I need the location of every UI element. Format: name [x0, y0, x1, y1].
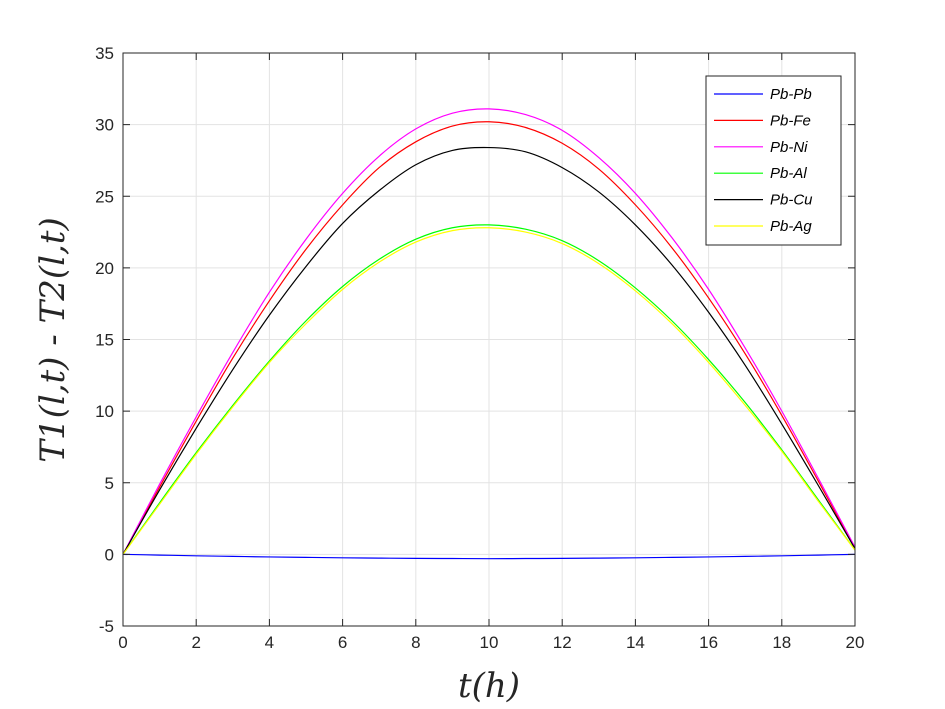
x-tick-label: 16 [699, 633, 718, 652]
series-line-pb-cu [122, 146, 856, 555]
x-tick-label: 14 [626, 633, 645, 652]
axis-ticks [122, 52, 856, 627]
legend-label-pb-al: Pb-Al [770, 165, 807, 182]
series-line-pb-ni [122, 108, 856, 555]
legend-label-pb-pb: Pb-Pb [770, 86, 812, 103]
legend-label-pb-ag: Pb-Ag [770, 218, 812, 235]
series-layer [122, 108, 856, 560]
x-tick-label: 12 [553, 633, 572, 652]
x-tick-label: 6 [338, 633, 347, 652]
x-tick-label: 2 [191, 633, 200, 652]
y-tick-label: 35 [95, 44, 114, 63]
legend-label-pb-fe: Pb-Fe [770, 112, 811, 129]
x-tick-label: 8 [411, 633, 420, 652]
series-line-pb-pb [122, 553, 856, 560]
series-line-pb-al [122, 224, 856, 555]
x-tick-label: 0 [118, 633, 127, 652]
x-axis-title: t(h) [458, 666, 520, 706]
legend-label-pb-ni: Pb-Ni [770, 139, 808, 156]
y-tick-label: 10 [95, 402, 114, 421]
legend-box [705, 75, 842, 246]
y-tick-label: 15 [95, 331, 114, 350]
y-tick-label: -5 [99, 617, 114, 636]
legend: Pb-Pb Pb-Fe Pb-Ni Pb-Al Pb-Cu Pb-Ag [705, 75, 842, 246]
series-line-pb-fe [122, 121, 856, 555]
x-tick-label: 20 [846, 633, 865, 652]
y-tick-label: 0 [105, 545, 114, 564]
y-tick-label: 20 [95, 259, 114, 278]
series-line-pb-ag [122, 227, 856, 555]
x-tick-label: 4 [265, 633, 274, 652]
legend-label-pb-cu: Pb-Cu [770, 192, 813, 209]
x-tick-label: 18 [772, 633, 791, 652]
y-axis-title: T1(l,t) - T2(l,t) [33, 217, 73, 462]
y-tick-label: 5 [105, 474, 114, 493]
y-tick-label: 25 [95, 187, 114, 206]
x-tick-label: 10 [480, 633, 499, 652]
y-tick-label: 30 [95, 116, 114, 135]
